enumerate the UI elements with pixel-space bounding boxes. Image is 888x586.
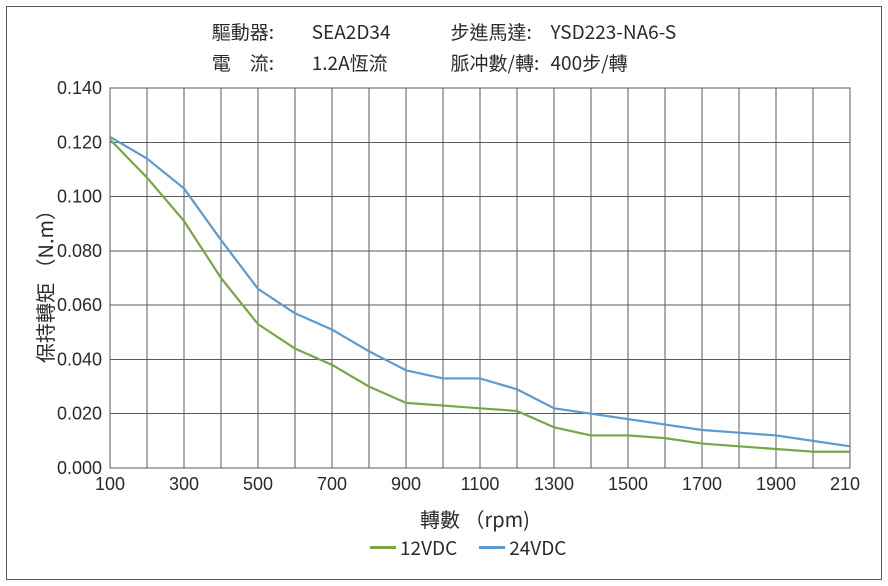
x-tick-label: 1700 xyxy=(682,474,722,494)
legend-label: 24VDC xyxy=(509,534,566,561)
motor-value: YSD223-NA6-S xyxy=(551,18,677,45)
y-tick-label: 0.040 xyxy=(57,349,102,369)
motor-label: 步進馬達: xyxy=(451,18,551,45)
y-tick-label: 0.100 xyxy=(57,187,102,207)
x-tick-label: 2100 xyxy=(830,474,860,494)
chart-container: 驅動器: SEA2D34 電 流: 1.2A恆流 步進馬達: YSD223-NA… xyxy=(0,0,888,586)
x-tick-label: 1900 xyxy=(756,474,796,494)
x-tick-label: 500 xyxy=(243,474,273,494)
pulses-value: 400步/轉 xyxy=(551,49,628,76)
y-tick-label: 0.140 xyxy=(57,78,102,98)
y-tick-label: 0.060 xyxy=(57,295,102,315)
header-col-1: 驅動器: SEA2D34 電 流: 1.2A恆流 xyxy=(212,18,391,76)
current-label: 電 流: xyxy=(212,49,312,76)
y-tick-label: 0.000 xyxy=(57,458,102,478)
y-tick-label: 0.120 xyxy=(57,132,102,152)
current-value: 1.2A恆流 xyxy=(312,49,388,76)
header-col-2: 步進馬達: YSD223-NA6-S 脈冲數/轉: 400步/轉 xyxy=(451,18,677,76)
plot-area: 1003005007009001100130015001700190021000… xyxy=(50,78,860,498)
driver-label: 驅動器: xyxy=(212,18,312,45)
header-block: 驅動器: SEA2D34 電 流: 1.2A恆流 步進馬達: YSD223-NA… xyxy=(0,18,888,76)
legend-item: 24VDC xyxy=(479,534,566,561)
x-tick-label: 1100 xyxy=(461,474,500,494)
x-tick-label: 700 xyxy=(317,474,347,494)
y-axis-title: 保持轉矩 （N.m） xyxy=(30,200,59,363)
legend-swatch xyxy=(370,546,396,549)
legend-item: 12VDC xyxy=(370,534,457,561)
driver-value: SEA2D34 xyxy=(312,18,391,45)
x-tick-label: 1300 xyxy=(534,474,574,494)
x-axis-title: 轉數 （rpm) xyxy=(420,504,530,533)
pulses-label: 脈冲數/轉: xyxy=(451,49,551,76)
legend: 12VDC 24VDC xyxy=(370,534,566,561)
legend-swatch xyxy=(479,546,505,549)
y-tick-label: 0.020 xyxy=(57,404,102,424)
x-tick-label: 900 xyxy=(391,474,421,494)
x-tick-label: 1500 xyxy=(608,474,648,494)
legend-label: 12VDC xyxy=(400,534,457,561)
y-tick-label: 0.080 xyxy=(57,241,102,261)
x-tick-label: 300 xyxy=(169,474,199,494)
